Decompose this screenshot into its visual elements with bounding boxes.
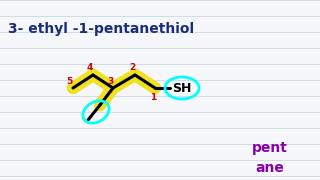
Text: SH: SH bbox=[172, 82, 192, 94]
Text: 4: 4 bbox=[87, 64, 93, 73]
Text: pent: pent bbox=[252, 141, 288, 155]
Text: 1: 1 bbox=[150, 93, 156, 102]
Text: 3: 3 bbox=[108, 78, 114, 87]
Text: 5: 5 bbox=[66, 78, 72, 87]
Text: ane: ane bbox=[256, 161, 284, 175]
Text: 2: 2 bbox=[129, 64, 135, 73]
Text: 3- ethyl -1-pentanethiol: 3- ethyl -1-pentanethiol bbox=[8, 22, 194, 36]
